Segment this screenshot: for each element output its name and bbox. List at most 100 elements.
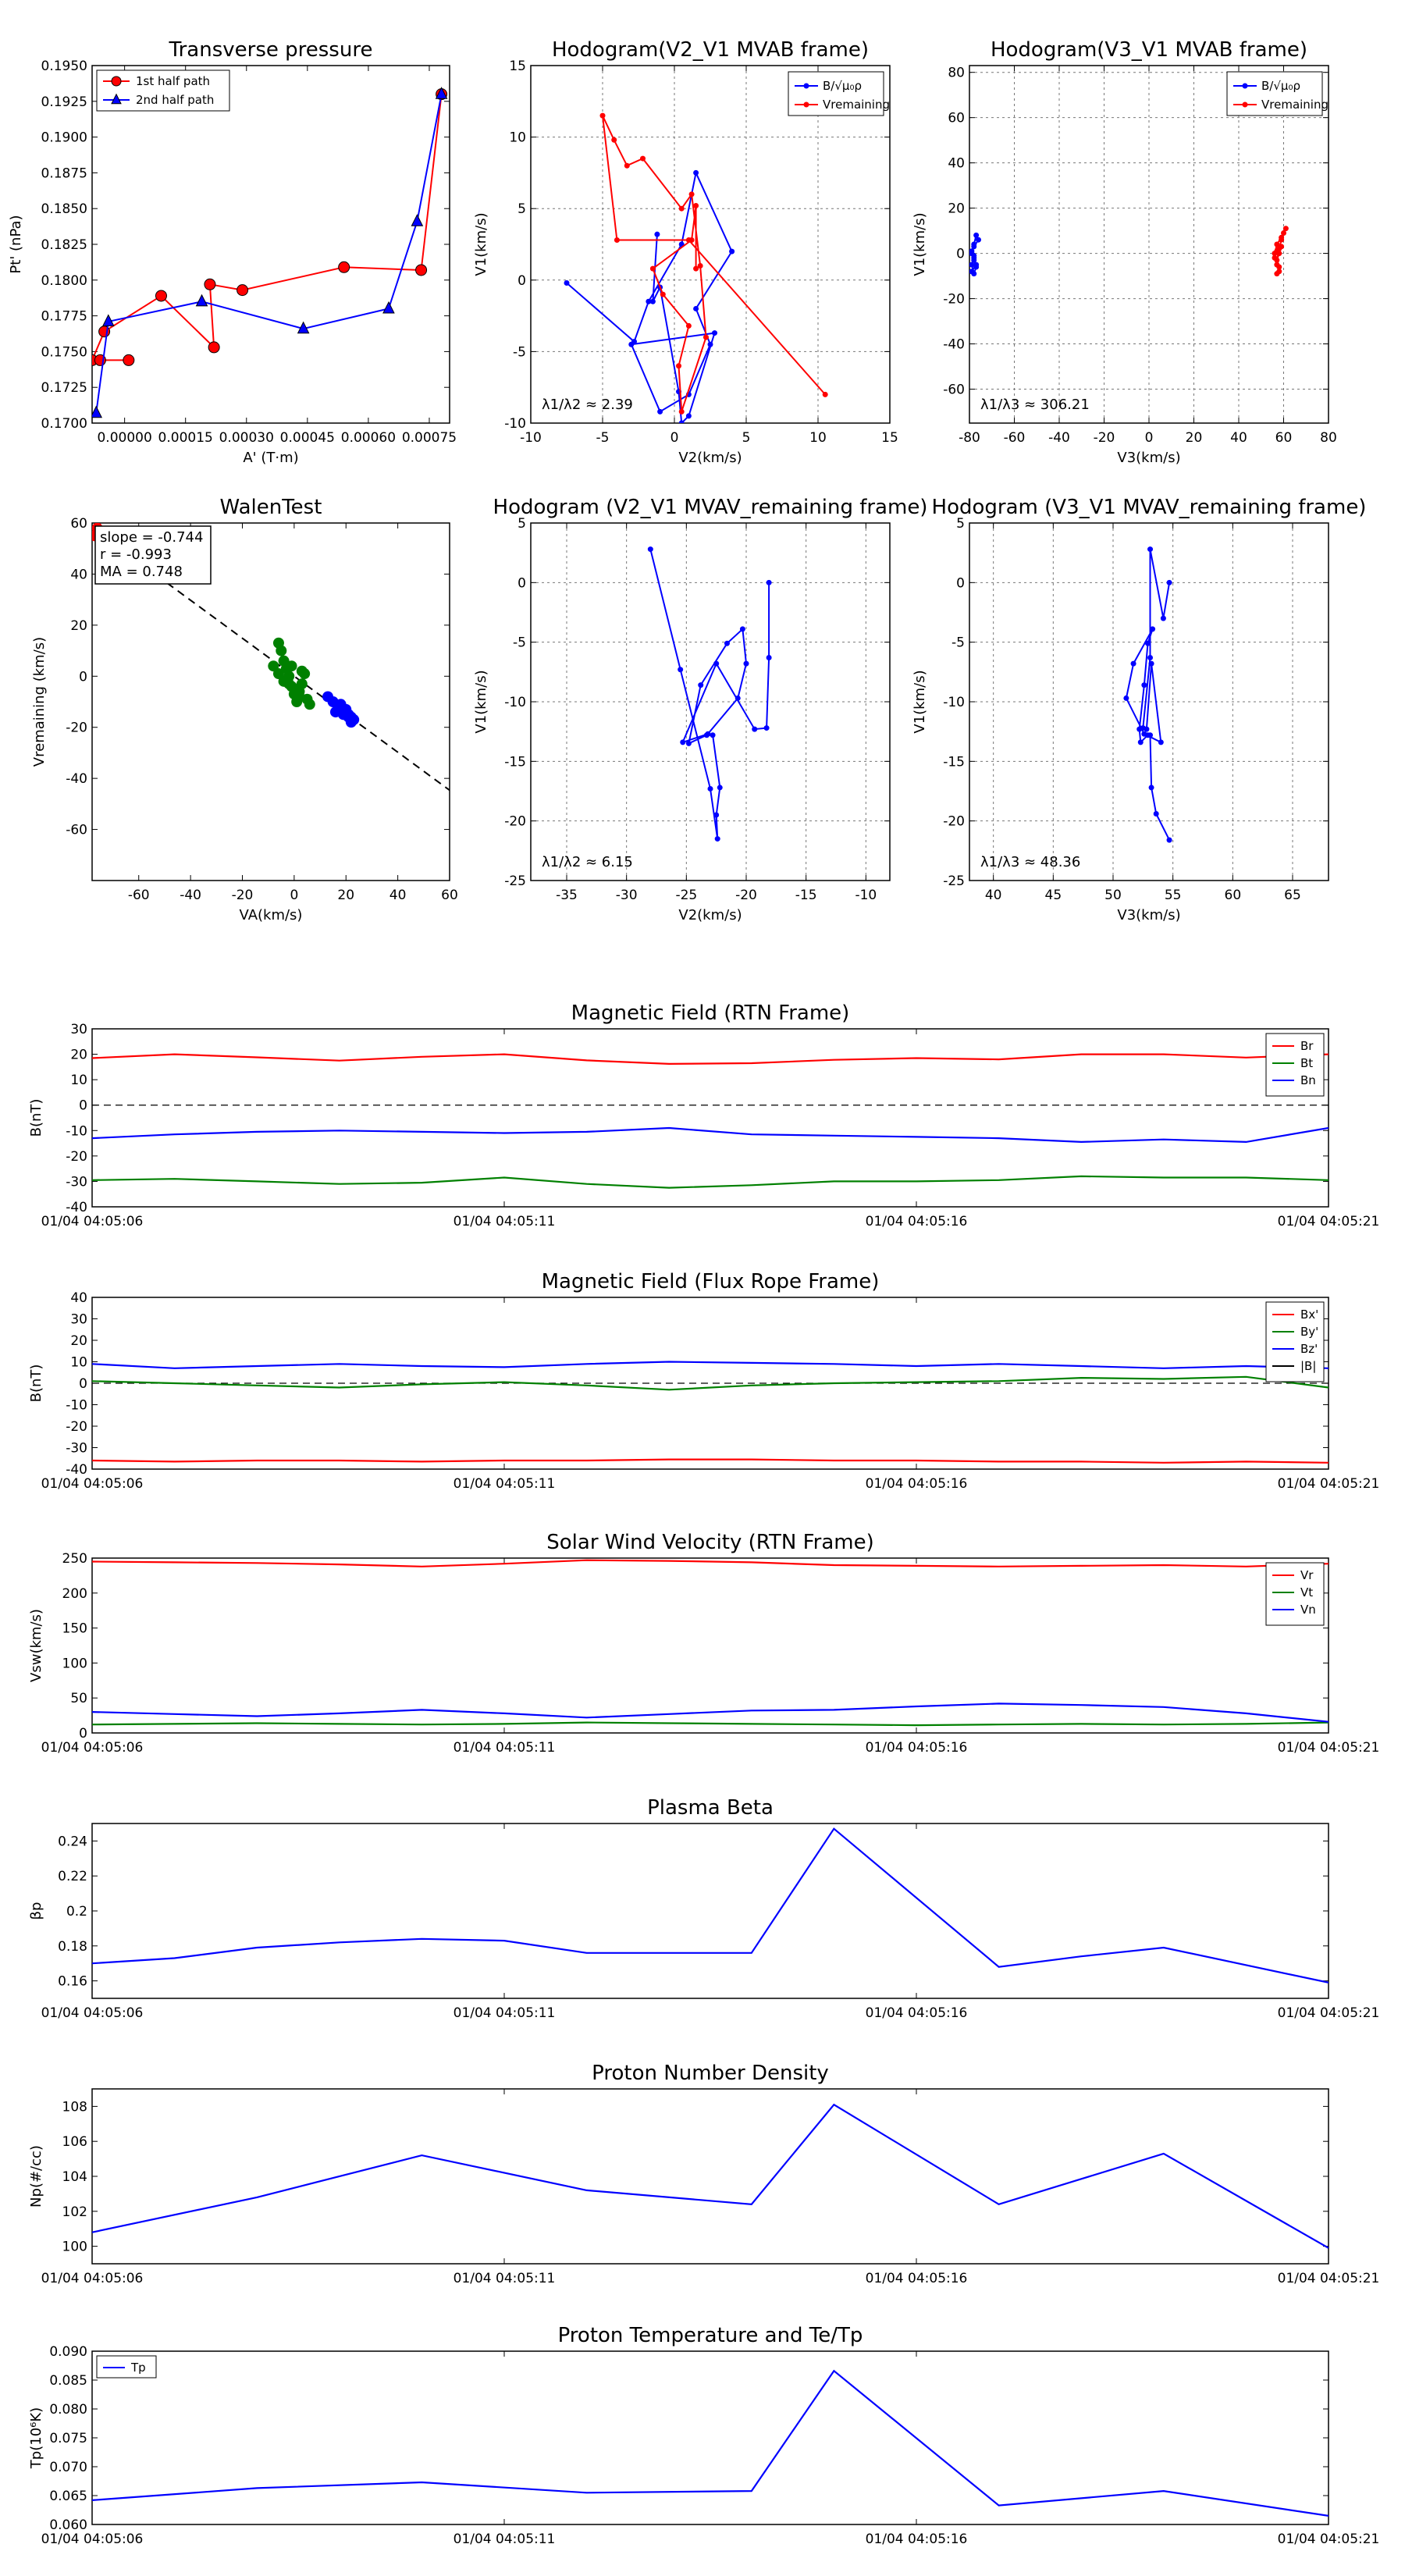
y-tick-label: -20 xyxy=(504,814,526,830)
chart-walen-test: -60 -40 -20 0 20 40 60 -60 -40 -20 0 20 40 60 WalenTes… xyxy=(31,496,458,923)
y-tick-label: -40 xyxy=(66,771,87,787)
data-point xyxy=(564,279,570,286)
x-tick-label: 60 xyxy=(1275,430,1293,446)
x-tick-label: 60 xyxy=(1225,888,1242,903)
y-tick-label: 0.080 xyxy=(49,2402,87,2418)
plot-frame xyxy=(530,65,891,424)
data-point xyxy=(649,265,656,272)
y-tick-label: -10 xyxy=(943,695,965,710)
data-point xyxy=(678,205,685,212)
legend-label: B/√μ₀ρ xyxy=(1261,79,1300,93)
data-point xyxy=(1158,739,1164,745)
data-point xyxy=(752,726,758,732)
legend: Bx' By' Bz' |B| xyxy=(1265,1301,1325,1382)
chart-title: Magnetic Field (RTN Frame) xyxy=(571,1002,850,1025)
plot-area xyxy=(531,523,890,881)
y-tick-label: 0.075 xyxy=(49,2431,87,2446)
data-point xyxy=(297,321,310,334)
y-tick-label: 200 xyxy=(62,1586,87,1602)
y-axis-label: B(nT) xyxy=(28,1364,44,1403)
data-point xyxy=(614,237,620,244)
plot-area xyxy=(92,2351,1329,2524)
x-tick-label: 01/04 04:05:06 xyxy=(41,2271,144,2286)
y-axis-label: V1(km/s) xyxy=(473,670,489,733)
data-point xyxy=(697,262,703,269)
data-point xyxy=(705,731,711,737)
data-point xyxy=(678,408,685,415)
data-point xyxy=(1276,264,1282,270)
x-tick-label: 01/04 04:05:21 xyxy=(1278,1740,1380,1756)
plot-frame xyxy=(91,522,450,881)
chart-title: Transverse pressure xyxy=(169,38,373,62)
y-tick-label: -30 xyxy=(66,1174,87,1190)
eigenvalue-ratio: λ1/λ2 ≈ 6.15 xyxy=(542,854,633,870)
chart-title: Solar Wind Velocity (RTN Frame) xyxy=(546,1531,873,1554)
y-tick-label: -60 xyxy=(943,382,965,398)
data-point xyxy=(729,248,735,254)
y-tick-label: 0.2 xyxy=(66,1904,87,1920)
x-tick-label: -15 xyxy=(795,888,817,903)
x-tick-label: 60 xyxy=(441,888,458,903)
x-tick-label: 01/04 04:05:21 xyxy=(1278,1214,1380,1229)
x-tick-label: 01/04 04:05:11 xyxy=(454,2005,556,2021)
data-point xyxy=(971,271,977,277)
plot-area xyxy=(92,2089,1329,2264)
x-tick-label: 55 xyxy=(1165,888,1182,903)
series-line xyxy=(92,2103,1329,2249)
legend-label: Br xyxy=(1300,1039,1314,1053)
data-point xyxy=(698,682,704,688)
data-point xyxy=(739,626,745,632)
data-point xyxy=(340,703,352,715)
legend-label: Tp xyxy=(130,2361,146,2375)
legend-marker xyxy=(803,101,809,108)
y-tick-label: 20 xyxy=(70,1333,87,1349)
legend-box xyxy=(788,71,884,116)
legend-label: Bx' xyxy=(1300,1308,1318,1322)
y-tick-label: 20 xyxy=(948,201,965,217)
legend: Br Bt Bn xyxy=(1265,1033,1325,1097)
legend: 1st half path 2nd half path xyxy=(96,69,230,112)
y-tick-label: 40 xyxy=(70,567,87,582)
plot-frame xyxy=(91,65,450,424)
x-tick-label: 01/04 04:05:21 xyxy=(1278,2005,1380,2021)
legend-label: 1st half path xyxy=(136,74,210,88)
x-tick-label: 15 xyxy=(881,430,898,446)
legend-label: Vn xyxy=(1300,1603,1316,1617)
x-tick-label: 01/04 04:05:16 xyxy=(866,2005,968,2021)
y-tick-label: 0.070 xyxy=(49,2460,87,2475)
data-point xyxy=(647,546,653,553)
y-tick-label: 60 xyxy=(948,111,965,126)
x-tick-label: 50 xyxy=(1104,888,1122,903)
plot-frame xyxy=(91,1028,1329,1208)
chart-transverse-pressure: 0.1700 0.1725 0.1750 0.1775 0.1800 0.1825 0.18… xyxy=(8,38,457,466)
y-tick-label: -40 xyxy=(943,337,965,353)
y-tick-label: -15 xyxy=(504,754,526,770)
data-point xyxy=(713,660,720,667)
x-tick-label: 20 xyxy=(1186,430,1203,446)
data-point xyxy=(278,675,290,687)
data-point xyxy=(710,732,716,738)
data-point xyxy=(702,334,709,340)
y-tick-label: 0 xyxy=(79,1726,87,1742)
plot-frame xyxy=(91,2350,1329,2525)
plot-area xyxy=(92,1029,1329,1207)
chart-title: WalenTest xyxy=(220,496,322,519)
data-point xyxy=(102,314,115,327)
data-point xyxy=(713,812,720,818)
data-point xyxy=(693,203,699,209)
data-point xyxy=(611,137,617,143)
data-point xyxy=(599,112,606,119)
data-point xyxy=(1272,251,1278,257)
x-tick-label: 01/04 04:05:16 xyxy=(866,1214,968,1229)
data-point xyxy=(1147,546,1154,553)
data-point xyxy=(237,284,249,297)
legend-marker xyxy=(1242,101,1248,108)
x-tick-label: 0.00060 xyxy=(341,430,396,446)
y-tick-label: 50 xyxy=(70,1691,87,1706)
legend-label: Vremaining xyxy=(823,98,890,112)
x-tick-label: 5 xyxy=(742,430,751,446)
data-point xyxy=(415,264,428,276)
x-axis-label: V2(km/s) xyxy=(678,907,742,923)
data-point xyxy=(268,660,279,672)
data-point xyxy=(155,290,167,302)
